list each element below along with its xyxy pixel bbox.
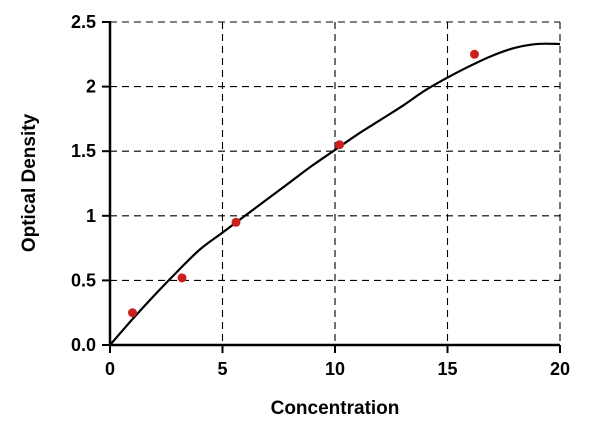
x-tick-label: 10 <box>325 359 345 379</box>
data-point <box>231 217 241 227</box>
y-tick-label: 0.0 <box>71 335 96 355</box>
y-tick-label: 2.5 <box>71 12 96 32</box>
data-point <box>177 273 187 283</box>
y-tick-label: 0.5 <box>71 270 96 290</box>
y-tick-label: 1 <box>86 206 96 226</box>
data-point <box>335 140 344 150</box>
y-tick-label: 2 <box>86 77 96 97</box>
x-tick-label: 15 <box>437 359 457 379</box>
y-tick-label: 1.5 <box>71 141 96 161</box>
x-tick-label: 5 <box>217 359 227 379</box>
fitted-curve <box>109 42 561 346</box>
data-point <box>128 308 137 318</box>
x-axis-title: Concentration <box>270 398 400 419</box>
y-axis-title: Optical Density <box>19 113 40 253</box>
x-tick-label: 0 <box>105 359 115 379</box>
x-tick-label: 20 <box>550 359 570 379</box>
data-point <box>470 49 479 59</box>
